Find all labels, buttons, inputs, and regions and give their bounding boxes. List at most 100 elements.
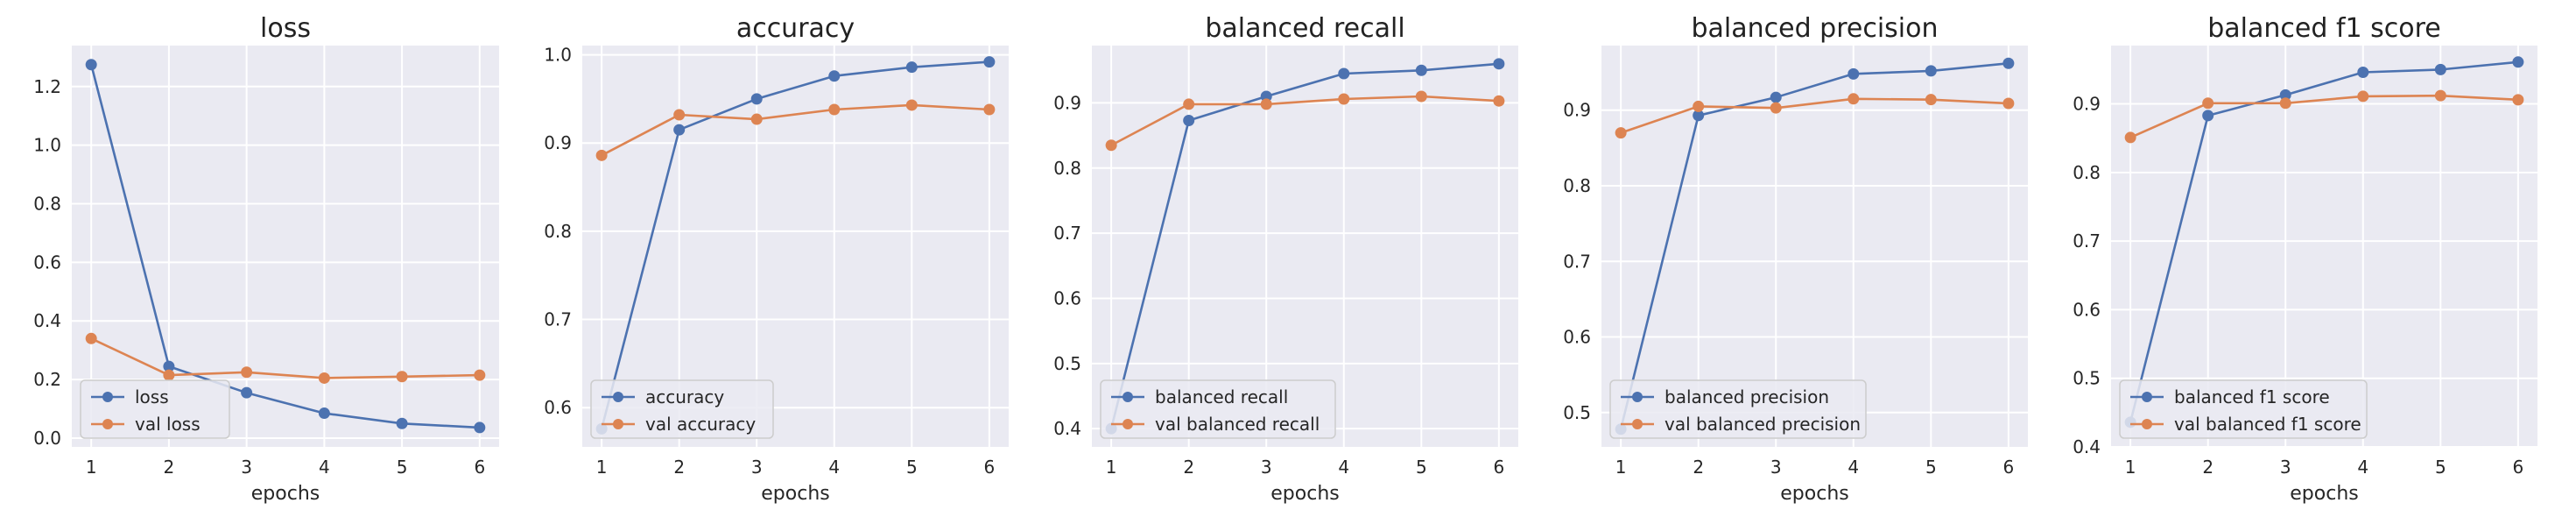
legend-swatch-marker — [1632, 392, 1643, 402]
legend — [2119, 379, 2368, 439]
data-point — [318, 407, 330, 420]
legend-swatch-marker — [1123, 419, 1133, 429]
data-point — [474, 421, 486, 434]
y-tick-label: 0.9 — [1053, 92, 1081, 113]
x-axis-label: epochs — [2290, 483, 2358, 505]
y-tick-label: 1.2 — [33, 76, 61, 97]
series-line-0 — [1619, 62, 2009, 430]
legend-swatch-marker — [2142, 392, 2152, 402]
legend-label: balanced precision — [1665, 386, 1829, 407]
data-point — [1105, 139, 1117, 152]
data-point — [2512, 94, 2524, 106]
data-point — [2357, 90, 2369, 103]
series-line-0 — [2129, 60, 2519, 423]
x-tick-label: 1 — [596, 457, 608, 478]
x-tick-label: 2 — [2202, 457, 2214, 478]
x-tick-label: 2 — [673, 457, 685, 478]
data-point — [1260, 90, 1272, 103]
series-line-1 — [1620, 97, 2009, 134]
legend-label: val accuracy — [645, 414, 756, 435]
y-tick-label: 0.9 — [544, 132, 572, 153]
legend-label: accuracy — [645, 386, 724, 407]
y-tick-label: 0.6 — [544, 397, 572, 418]
x-tick-label: 2 — [1183, 457, 1194, 478]
chart-panel-0: loss 1 2 3 4 5 6 0.0 0.2 0.4 0.6 0.8 1.0 1.2 epochs los… — [33, 13, 499, 505]
data-point — [1415, 64, 1427, 76]
x-tick-label: 5 — [1925, 457, 1937, 478]
chart-title: balanced f1 score — [2207, 13, 2440, 44]
chart-panel-3: balanced precision 1 2 3 4 5 6 0.5 0.6 0.7 0.8 0.9 e… — [1563, 13, 2028, 505]
x-tick-label: 2 — [1693, 457, 1704, 478]
data-point — [241, 366, 253, 379]
data-point — [474, 369, 486, 381]
data-point — [1493, 95, 1505, 107]
x-tick-label: 4 — [2357, 457, 2368, 478]
x-axis-label: epochs — [1270, 483, 1339, 505]
y-tick-label: 0.7 — [1563, 251, 1591, 272]
data-point — [85, 59, 97, 71]
series-line-0 — [1109, 62, 1500, 429]
x-tick-label: 1 — [1615, 457, 1627, 478]
x-tick-label: 5 — [2435, 457, 2446, 478]
x-tick-label: 1 — [86, 457, 97, 478]
y-tick-label: 0.0 — [33, 428, 61, 449]
y-tick-label: 0.7 — [2073, 230, 2101, 251]
x-tick-label: 2 — [164, 457, 175, 478]
y-tick-label: 0.6 — [1563, 327, 1591, 348]
y-tick-label: 0.8 — [1563, 175, 1591, 196]
data-point — [396, 417, 408, 429]
legend-swatch-marker — [2142, 419, 2152, 429]
series-line-1 — [2129, 94, 2518, 139]
data-point — [1338, 67, 1350, 80]
x-tick-label: 4 — [828, 457, 840, 478]
data-point — [673, 124, 686, 136]
legend-label: val balanced recall — [1155, 414, 1320, 435]
data-point — [2002, 97, 2015, 110]
chart-title: balanced precision — [1691, 13, 1938, 44]
x-tick-label: 6 — [1493, 457, 1504, 478]
data-point — [1770, 91, 1782, 103]
x-tick-label: 3 — [1770, 457, 1782, 478]
legend-swatch-marker — [1632, 419, 1643, 429]
chart-panel-2: balanced recall 1 2 3 4 5 6 0.4 0.5 0.6 0.7 0.8 0.9 e… — [1053, 13, 1518, 505]
x-tick-label: 6 — [2512, 457, 2523, 478]
chart-title: loss — [260, 13, 311, 44]
data-point — [750, 113, 763, 125]
legend-label: val balanced precision — [1665, 414, 1861, 435]
data-point — [2279, 89, 2291, 101]
data-point — [318, 372, 330, 384]
legend — [590, 379, 774, 439]
data-point — [2434, 63, 2446, 75]
data-point — [750, 93, 763, 105]
data-point — [241, 386, 253, 399]
y-tick-label: 1.0 — [544, 45, 572, 66]
chart-panel-1: accuracy 1 2 3 4 5 6 0.6 0.7 0.8 0.9 1.0 epochs accur… — [544, 13, 1009, 505]
legend-label: val balanced f1 score — [2174, 414, 2361, 435]
data-point — [2202, 110, 2214, 122]
data-point — [828, 103, 841, 116]
legend-label: loss — [135, 386, 169, 407]
data-point — [1925, 65, 1937, 77]
y-tick-label: 0.2 — [33, 369, 61, 390]
x-tick-label: 3 — [2280, 457, 2291, 478]
data-point — [1493, 58, 1505, 70]
data-point — [1260, 98, 1272, 110]
data-point — [2512, 56, 2524, 68]
legend-swatch-marker — [102, 392, 113, 402]
x-tick-label: 1 — [1106, 457, 1117, 478]
data-point — [595, 149, 608, 161]
legend — [1100, 379, 1336, 439]
data-point — [2202, 97, 2214, 110]
y-tick-label: 0.6 — [33, 251, 61, 273]
data-point — [828, 70, 841, 82]
chart-title: accuracy — [736, 13, 855, 44]
legend-swatch-marker — [613, 392, 623, 402]
x-axis-label: epochs — [761, 483, 829, 505]
x-tick-label: 5 — [1416, 457, 1427, 478]
data-point — [1848, 67, 1860, 80]
data-point — [1415, 90, 1427, 103]
data-point — [85, 332, 97, 344]
y-tick-label: 0.8 — [544, 221, 572, 242]
legend-swatch-marker — [613, 419, 623, 429]
